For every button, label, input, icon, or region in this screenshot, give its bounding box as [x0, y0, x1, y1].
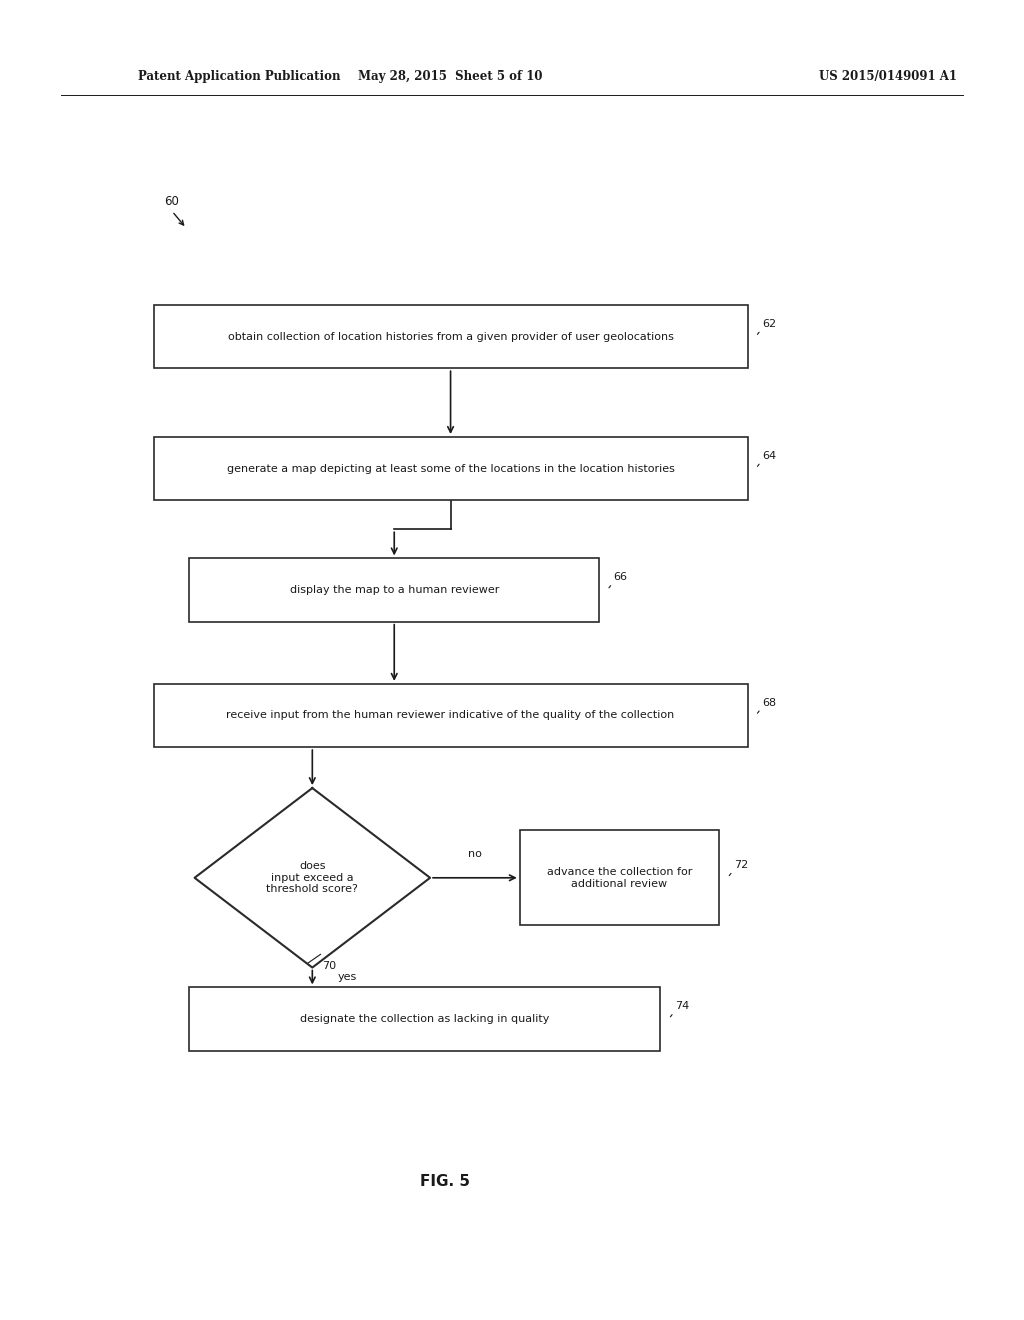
Text: 60: 60: [164, 195, 179, 209]
Text: obtain collection of location histories from a given provider of user geolocatio: obtain collection of location histories …: [227, 331, 674, 342]
Polygon shape: [195, 788, 430, 968]
Text: 62: 62: [762, 318, 776, 329]
Text: display the map to a human reviewer: display the map to a human reviewer: [290, 585, 499, 595]
Text: 74: 74: [675, 1001, 689, 1011]
Text: advance the collection for
additional review: advance the collection for additional re…: [547, 867, 692, 888]
FancyBboxPatch shape: [189, 558, 599, 622]
Text: no: no: [468, 849, 482, 859]
Text: 72: 72: [733, 859, 748, 870]
FancyBboxPatch shape: [189, 987, 660, 1051]
Text: May 28, 2015  Sheet 5 of 10: May 28, 2015 Sheet 5 of 10: [358, 70, 543, 83]
Text: designate the collection as lacking in quality: designate the collection as lacking in q…: [300, 1014, 550, 1024]
Text: 70: 70: [323, 961, 337, 972]
Text: receive input from the human reviewer indicative of the quality of the collectio: receive input from the human reviewer in…: [226, 710, 675, 721]
Text: Patent Application Publication: Patent Application Publication: [138, 70, 341, 83]
FancyBboxPatch shape: [154, 684, 748, 747]
Text: 64: 64: [762, 450, 776, 461]
FancyBboxPatch shape: [519, 830, 719, 925]
Text: yes: yes: [338, 973, 357, 982]
FancyBboxPatch shape: [154, 437, 748, 500]
Text: FIG. 5: FIG. 5: [421, 1173, 470, 1189]
Text: generate a map depicting at least some of the locations in the location historie: generate a map depicting at least some o…: [226, 463, 675, 474]
Text: does
input exceed a
threshold score?: does input exceed a threshold score?: [266, 861, 358, 895]
Text: 66: 66: [613, 572, 628, 582]
FancyBboxPatch shape: [154, 305, 748, 368]
Text: US 2015/0149091 A1: US 2015/0149091 A1: [819, 70, 957, 83]
Text: 68: 68: [762, 697, 776, 708]
